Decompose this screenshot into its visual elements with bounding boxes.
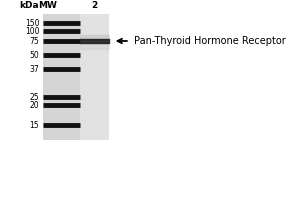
Text: 100: 100 — [25, 26, 39, 36]
Bar — [80, 14, 109, 140]
Text: 25: 25 — [30, 92, 39, 102]
Text: 150: 150 — [25, 19, 39, 27]
Text: 37: 37 — [30, 64, 39, 73]
Text: kDa: kDa — [20, 1, 39, 10]
Text: 2: 2 — [91, 1, 98, 10]
Text: 50: 50 — [30, 50, 39, 60]
Text: MW: MW — [38, 1, 57, 10]
Text: 15: 15 — [30, 120, 39, 130]
Text: Pan-Thyroid Hormone Receptor: Pan-Thyroid Hormone Receptor — [134, 36, 286, 46]
Text: 75: 75 — [30, 36, 39, 46]
Text: 20: 20 — [30, 100, 39, 110]
Bar — [43, 14, 80, 140]
